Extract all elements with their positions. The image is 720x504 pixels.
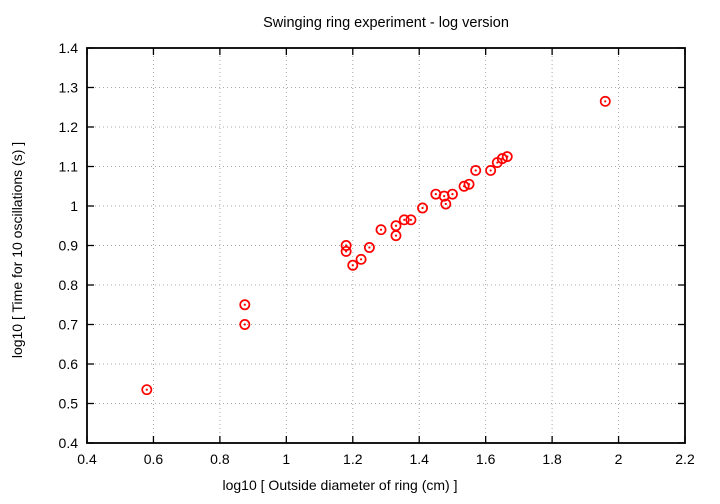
x-tick-label: 0.4 [77,451,97,467]
data-point [417,202,428,214]
y-tick-label: 0.5 [59,396,79,412]
chart-title: Swinging ring experiment - log version [263,15,509,31]
data-point [458,180,470,192]
y-tick-label: 1.4 [59,40,79,56]
data-point [355,253,367,265]
data-point-center-dot [443,195,446,198]
data-point-center-dot [444,202,447,206]
data-point-center-dot [368,246,371,249]
y-tick-label: 1 [70,198,78,214]
x-tick-label: 1.2 [343,451,363,467]
data-point [390,230,402,242]
data-point-center-dot [451,193,454,196]
y-tick-label: 0.6 [59,356,79,372]
data-point-center-dot [359,258,363,261]
data-point [239,299,251,311]
data-point-center-dot [243,323,246,326]
y-tick-label: 0.4 [59,435,79,451]
data-point-center-dot [467,183,471,186]
data-point-center-dot [604,100,607,103]
data-point [440,198,452,210]
data-point-center-dot [351,264,354,267]
data-point [347,259,359,271]
data-point-center-dot [474,169,477,172]
y-tick-label: 1.1 [59,159,79,175]
data-point-center-dot [496,161,499,164]
y-tick-label: 0.8 [59,277,79,293]
data-point [501,151,513,163]
data-point-center-dot [409,218,413,221]
data-point [463,178,475,190]
data-point [340,245,352,257]
y-tick-label: 0.9 [59,238,79,254]
x-axis-label: log10 [ Outside diameter of ring (cm) ] [222,477,458,493]
x-tick-label: 1.8 [542,451,562,467]
data-point [239,319,251,330]
data-point-center-dot [421,206,424,210]
data-point-center-dot [434,193,437,196]
data-point-center-dot [403,218,406,221]
data-point [340,240,352,251]
data-point-center-dot [379,228,383,231]
x-tick-label: 1 [282,451,290,467]
y-tick-label: 1.3 [59,80,79,96]
data-point-center-dot [145,388,148,391]
x-tick-label: 1.4 [409,451,429,467]
x-tick-label: 0.6 [144,451,164,467]
data-point [398,214,410,226]
data-point [496,153,508,165]
y-axis-label: log10 [ Time for 10 oscillations (s) ] [9,141,25,359]
data-point-center-dot [345,250,348,253]
data-point [363,242,375,253]
x-tick-label: 2 [615,451,623,467]
data-point-center-dot [489,169,492,172]
data-point [446,188,458,200]
data-point-center-dot [243,303,246,306]
data-point [375,224,387,236]
data-point [599,95,611,107]
plot-border [86,47,686,444]
data-point [470,164,482,176]
x-tick-label: 2.2 [675,451,695,467]
data-point [141,384,153,396]
y-tick-label: 0.7 [59,317,79,333]
data-point [405,214,417,226]
x-tick-label: 1.6 [476,451,496,467]
data-point [485,164,497,176]
y-tick-label: 1.2 [59,119,79,135]
data-point-center-dot [506,155,509,158]
data-point-center-dot [394,234,398,237]
data-point-center-dot [394,224,398,227]
x-tick-label: 0.8 [210,451,230,467]
